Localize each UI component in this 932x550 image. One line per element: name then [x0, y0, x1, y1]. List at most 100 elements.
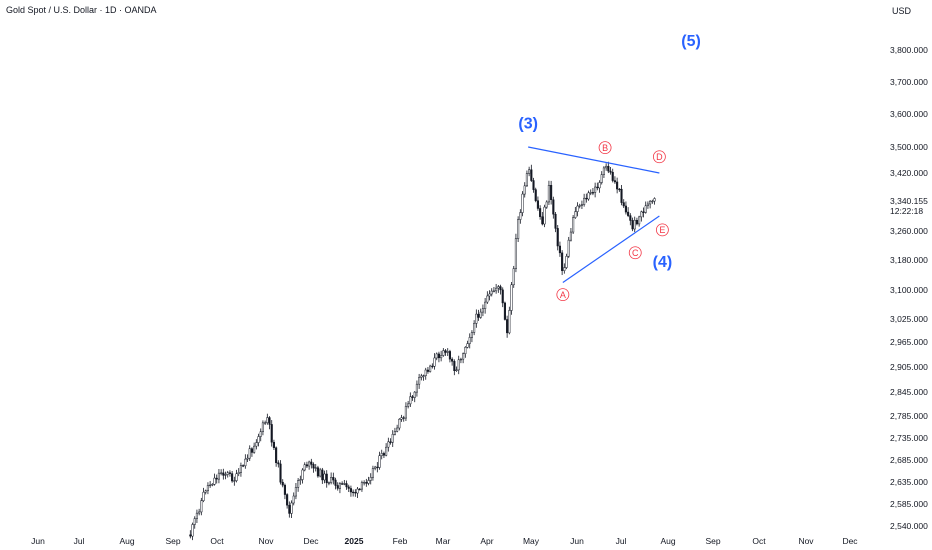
candle-body: [387, 441, 390, 448]
candle-body: [272, 441, 275, 448]
candle-body: [552, 199, 555, 215]
candle-body: [539, 208, 542, 217]
candle-body: [270, 424, 273, 443]
candle-body: [413, 391, 416, 398]
candle-body: [424, 369, 427, 376]
x-axis-label: May: [523, 536, 540, 546]
candle-body: [356, 488, 359, 494]
candle-body: [382, 453, 385, 456]
candle-body: [442, 350, 445, 356]
candle-body: [638, 216, 641, 225]
candle-body: [385, 446, 388, 456]
candle-body: [422, 375, 425, 377]
candle-body: [629, 215, 632, 221]
candle-body: [248, 448, 251, 459]
candle-body: [231, 473, 234, 482]
candle-body: [244, 458, 247, 467]
candle-body: [369, 476, 372, 481]
x-axis-label: Nov: [798, 536, 814, 546]
candle-body: [393, 431, 396, 435]
x-axis-label: Oct: [752, 536, 766, 546]
candle-body: [644, 205, 647, 213]
candle-body: [420, 375, 423, 378]
candle-body: [255, 442, 258, 447]
candle-body: [217, 472, 220, 480]
candle-body: [514, 238, 517, 269]
candle-body: [583, 197, 586, 205]
candle-body: [378, 455, 381, 468]
candle-body: [567, 239, 570, 257]
y-axis-label: 3,180.000: [890, 255, 928, 265]
candle-body: [536, 200, 539, 209]
candle-body: [473, 323, 476, 333]
candle-body: [561, 252, 564, 271]
wave-sub-label: E: [659, 225, 665, 235]
candle-body: [556, 228, 559, 247]
candle-body: [620, 188, 623, 203]
candle-body: [305, 464, 308, 467]
candle-body: [319, 469, 322, 477]
candle-body: [367, 480, 370, 484]
candle-body: [444, 350, 447, 353]
currency-label[interactable]: USD: [892, 6, 912, 16]
candle-body: [468, 337, 471, 344]
candle-body: [633, 219, 636, 230]
candle-body: [627, 211, 630, 216]
candle-body: [574, 211, 577, 218]
y-axis-label: 2,540.000: [890, 521, 928, 531]
triangle-lower-line: [562, 215, 660, 283]
candle-body: [321, 469, 324, 481]
candle-body: [389, 441, 392, 443]
candle-body: [523, 185, 526, 195]
candle-body: [426, 369, 429, 372]
y-axis-label: 3,800.000: [890, 45, 928, 55]
candle-body: [470, 332, 473, 338]
wave-sub-circle: [628, 246, 642, 260]
candle-body: [508, 310, 511, 334]
candle-body: [233, 480, 236, 482]
candle-body: [618, 188, 621, 191]
candle-body: [363, 482, 366, 484]
y-axis-label: 3,025.000: [890, 314, 928, 324]
candle-body: [195, 512, 198, 519]
candle-body: [358, 488, 361, 491]
candle-body: [193, 518, 196, 525]
candle-body: [565, 256, 568, 268]
y-axis-label: 2,905.000: [890, 362, 928, 372]
candle-body: [198, 511, 201, 514]
candle-body: [435, 353, 438, 359]
candle-body: [354, 492, 357, 494]
candle-body: [308, 461, 311, 467]
candle-body: [292, 495, 295, 504]
candle-body: [352, 491, 355, 494]
candle-body: [290, 502, 293, 514]
candle-body: [510, 284, 513, 311]
candle-body: [314, 467, 317, 469]
candle-body: [453, 361, 456, 371]
y-axis-label: 2,735.000: [890, 433, 928, 443]
candle-body: [600, 174, 603, 183]
candle-body: [543, 206, 546, 225]
candle-body: [418, 377, 421, 385]
candle-body: [360, 482, 363, 490]
wave-sub-circle: [556, 288, 570, 302]
candle-body: [206, 485, 209, 492]
candle-body: [541, 216, 544, 225]
candle-body: [488, 293, 491, 297]
candle-body: [365, 482, 368, 484]
candle-body: [631, 220, 634, 230]
candle-body: [224, 474, 227, 476]
candle-body: [380, 453, 383, 456]
candle-body: [336, 485, 339, 489]
candle-body: [334, 479, 337, 486]
candle-body: [310, 461, 313, 465]
candle-body: [481, 308, 484, 313]
y-axis-label: 2,785.000: [890, 411, 928, 421]
candle-body: [261, 422, 264, 432]
candle-body: [484, 301, 487, 309]
candle-body: [398, 418, 401, 429]
x-axis-label: Feb: [393, 536, 408, 546]
wave-label: (4): [653, 254, 673, 271]
candle-body: [596, 186, 599, 189]
